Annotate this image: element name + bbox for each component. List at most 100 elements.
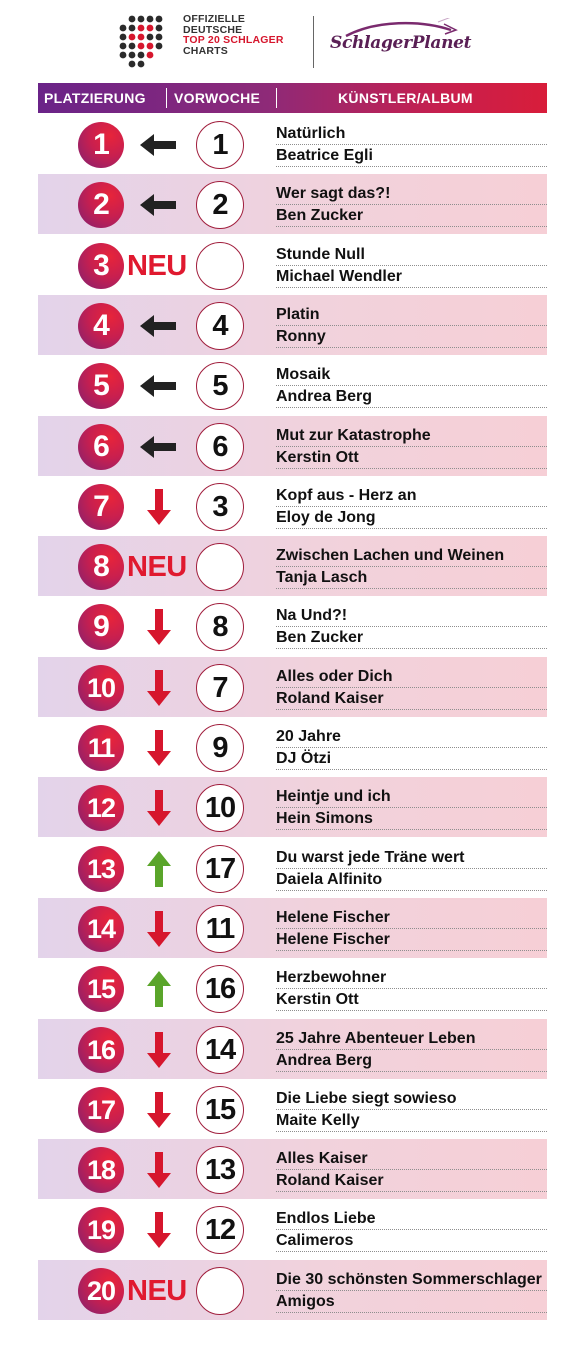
previous-week-badge: 6 xyxy=(196,422,244,471)
album-title: Zwischen Lachen und Weinen xyxy=(276,546,547,568)
chart-entry-row: 19 12 Endlos Liebe Calimeros xyxy=(38,1199,547,1259)
entry-info: Zwischen Lachen und Weinen Tanja Lasch xyxy=(276,546,547,590)
artist-name: Amigos xyxy=(276,1292,547,1313)
rank-badge: 3 xyxy=(78,242,124,289)
rank-badge: 4 xyxy=(78,302,124,349)
column-divider xyxy=(166,88,167,108)
logo-line: OFFIZIELLE xyxy=(183,13,246,25)
chart-entry-row: 8 NEU Zwischen Lachen und Weinen Tanja Lasc… xyxy=(38,536,547,597)
previous-week-badge: 3 xyxy=(196,482,244,531)
album-title: Alles oder Dich xyxy=(276,667,547,688)
arrow-left-icon xyxy=(140,435,176,458)
entry-info: 20 Jahre DJ Ötzi xyxy=(276,727,547,770)
album-title: Alles Kaiser xyxy=(276,1149,547,1171)
arrow-up-icon xyxy=(147,850,171,887)
chart-entry-row: 10 7 Alles oder Dich Roland Kaiser xyxy=(38,656,547,717)
artist-name: Ben Zucker xyxy=(276,628,547,650)
column-header-artist-album: KÜNSTLER/ALBUM xyxy=(338,90,473,106)
arrow-left-icon xyxy=(140,314,176,337)
previous-week-badge: 10 xyxy=(196,784,244,833)
album-title: Du warst jede Träne wert xyxy=(276,848,547,869)
entry-info: Helene Fischer Helene Fischer xyxy=(276,908,547,951)
entry-info: Alles Kaiser Roland Kaiser xyxy=(276,1149,547,1193)
chart-entry-row: 3 NEU Stunde Null Michael Wendler xyxy=(38,235,547,295)
planet-logo-icon xyxy=(345,18,458,38)
rank-badge: 5 xyxy=(78,363,124,410)
album-title: Mut zur Katastrophe xyxy=(276,426,547,447)
rank-badge: 1 xyxy=(78,122,124,168)
partner-logo: SchlagerPlanet xyxy=(330,33,472,53)
rank-badge: 19 xyxy=(78,1207,124,1254)
rank-badge: 15 xyxy=(78,966,124,1013)
arrow-down-icon xyxy=(147,609,171,646)
previous-week-badge xyxy=(196,241,244,290)
arrow-down-icon xyxy=(147,488,171,525)
album-title: Die Liebe siegt sowieso xyxy=(276,1089,547,1110)
chart-entry-row: 12 10 Heintje und ich Hein Simons xyxy=(38,777,547,838)
entry-info: Herzbewohner Kerstin Ott xyxy=(276,968,547,1012)
chart-entry-row: 2 2 Wer sagt das?! Ben Zucker xyxy=(38,174,547,235)
new-entry-label: NEU xyxy=(127,249,187,282)
chart-entry-row: 17 15 Die Liebe siegt sowieso Maite Kelly xyxy=(38,1079,547,1139)
entry-info: Kopf aus - Herz an Eloy de Jong xyxy=(276,486,547,529)
rank-badge: 9 xyxy=(78,604,124,651)
rank-badge: 17 xyxy=(78,1086,124,1133)
table-header: PLATZIERUNG VORWOCHE KÜNSTLER/ALBUM xyxy=(38,83,547,113)
album-title: Natürlich xyxy=(276,124,547,145)
album-title: Mosaik xyxy=(276,365,547,387)
column-header-previous: VORWOCHE xyxy=(174,90,261,106)
previous-week-badge: 7 xyxy=(196,663,244,712)
chart-entry-row: 16 14 25 Jahre Abenteuer Leben Andrea Berg xyxy=(38,1018,547,1079)
artist-name: Ronny xyxy=(276,327,547,348)
arrow-left-icon xyxy=(140,134,176,156)
arrow-down-icon xyxy=(147,1091,171,1128)
previous-week-badge: 12 xyxy=(196,1206,244,1255)
artist-name: DJ Ötzi xyxy=(276,749,547,770)
artist-name: Daiela Alfinito xyxy=(276,870,547,891)
entry-info: 25 Jahre Abenteuer Leben Andrea Berg xyxy=(276,1029,547,1072)
album-title: Kopf aus - Herz an xyxy=(276,486,547,507)
chart-entry-row: 11 9 20 Jahre DJ Ötzi xyxy=(38,717,547,777)
entry-info: Die Liebe siegt sowieso Maite Kelly xyxy=(276,1089,547,1132)
new-entry-label: NEU xyxy=(127,551,187,584)
entry-info: Du warst jede Träne wert Daiela Alfinito xyxy=(276,848,547,891)
album-title: Na Und?! xyxy=(276,606,547,628)
artist-name: Kerstin Ott xyxy=(276,990,547,1012)
rank-badge: 13 xyxy=(78,845,124,892)
header: OFFIZIELLE DEUTSCHE TOP 20 SCHLAGER CHAR… xyxy=(0,0,585,82)
album-title: 25 Jahre Abenteuer Leben xyxy=(276,1029,547,1050)
entry-info: Platin Ronny xyxy=(276,305,547,348)
artist-name: Beatrice Egli xyxy=(276,146,547,167)
entry-info: Alles oder Dich Roland Kaiser xyxy=(276,667,547,710)
previous-week-badge: 17 xyxy=(196,844,244,893)
album-title: Stunde Null xyxy=(276,245,547,266)
entry-info: Natürlich Beatrice Egli xyxy=(276,124,547,167)
artist-name: Hein Simons xyxy=(276,809,547,831)
chart-entry-row: 6 6 Mut zur Katastrophe Kerstin Ott xyxy=(38,415,547,476)
artist-name: Roland Kaiser xyxy=(276,689,547,710)
previous-week-badge: 16 xyxy=(196,965,244,1014)
previous-week-badge xyxy=(196,1266,244,1315)
arrow-down-icon xyxy=(147,669,171,706)
arrow-down-icon xyxy=(147,1031,171,1068)
previous-week-badge: 5 xyxy=(196,362,244,411)
artist-name: Kerstin Ott xyxy=(276,448,547,469)
chart-entry-row: 1 1 Natürlich Beatrice Egli xyxy=(38,114,547,174)
album-title: Helene Fischer xyxy=(276,908,547,929)
entry-info: Na Und?! Ben Zucker xyxy=(276,606,547,650)
previous-week-badge: 14 xyxy=(196,1025,244,1074)
rank-badge: 16 xyxy=(78,1026,124,1073)
artist-name: Maite Kelly xyxy=(276,1111,547,1132)
chart-entry-row: 14 11 Helene Fischer Helene Fischer xyxy=(38,897,547,958)
rank-badge: 2 xyxy=(78,182,124,229)
rank-badge: 6 xyxy=(78,423,124,470)
column-divider xyxy=(276,88,277,108)
artist-name: Michael Wendler xyxy=(276,267,547,288)
album-title: Endlos Liebe xyxy=(276,1209,547,1231)
previous-week-badge: 8 xyxy=(196,603,244,652)
previous-week-badge: 2 xyxy=(196,181,244,230)
logo-line: TOP 20 SCHLAGER xyxy=(183,34,284,46)
previous-week-badge xyxy=(196,543,244,592)
artist-name: Andrea Berg xyxy=(276,1051,547,1072)
artist-name: Calimeros xyxy=(276,1231,547,1253)
